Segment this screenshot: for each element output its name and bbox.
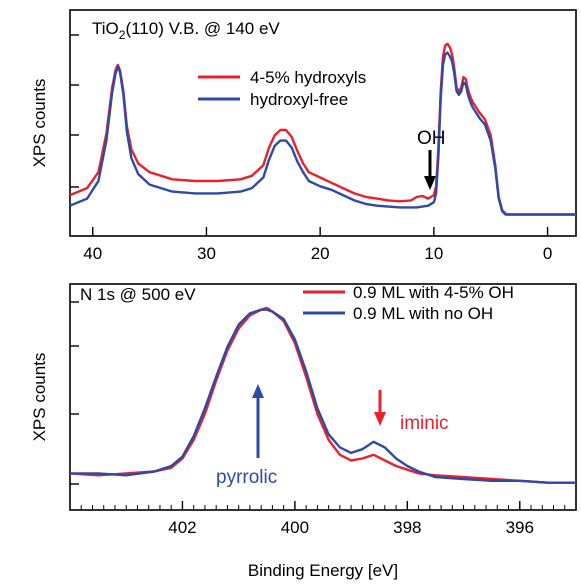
top-y-axis-label: XPS counts xyxy=(30,79,49,168)
oh-label: OH xyxy=(417,128,446,149)
bottom-series-line-2 xyxy=(70,308,576,484)
bottom-x-tick-label: 396 xyxy=(506,518,534,537)
iminic-label: iminic xyxy=(400,413,449,434)
oh-annotation: OH xyxy=(417,128,446,190)
iminic-annotation: iminic xyxy=(374,390,449,434)
iminic-arrow-head xyxy=(374,412,386,426)
top-x-tick-label: 10 xyxy=(424,244,443,263)
bottom-y-axis-label: XPS counts xyxy=(30,353,49,442)
top-panel: 40 30 20 10 0 TiO2(110) V.B. @ 140 eV 4-5% h… xyxy=(30,9,577,263)
x-axis-label: Binding Energy [eV] xyxy=(248,561,398,580)
pyrrolic-arrow-head xyxy=(252,384,264,398)
bottom-y-ticks xyxy=(70,301,79,485)
pyrrolic-label: pyrrolic xyxy=(216,467,277,488)
top-x-tick-label: 30 xyxy=(197,244,216,263)
top-x-ticks: 40 30 20 10 0 xyxy=(83,227,552,263)
bottom-title: N 1s @ 500 eV xyxy=(80,285,196,304)
bottom-x-tick-label: 398 xyxy=(393,518,421,537)
bottom-x-tick-label: 402 xyxy=(168,518,196,537)
bottom-plot-frame xyxy=(69,283,577,511)
top-plot-frame xyxy=(69,9,577,237)
top-x-tick-label: 40 xyxy=(83,244,102,263)
top-x-tick-label: 20 xyxy=(311,244,330,263)
top-series-lines xyxy=(69,42,576,216)
top-legend-label-2: hydroxyl-free xyxy=(250,90,348,109)
top-x-tick-label: 0 xyxy=(543,244,552,263)
bottom-legend-label-2: 0.9 ML with no OH xyxy=(353,304,493,323)
top-series-line-1 xyxy=(69,42,576,216)
bottom-legend: 0.9 ML with 4-5% OH 0.9 ML with no OH xyxy=(303,283,514,323)
top-legend: 4-5% hydroxyls hydroxyl-free xyxy=(198,68,366,109)
top-title: TiO2(110) V.B. @ 140 eV xyxy=(92,19,280,42)
bottom-x-ticks: 402 400 398 396 xyxy=(69,501,577,537)
bottom-series-lines xyxy=(69,306,576,484)
top-y-ticks xyxy=(70,34,79,188)
bottom-panel: 402 400 398 396 N 1s @ 500 eV 0.9 ML with 4… xyxy=(30,283,577,580)
oh-arrow-head xyxy=(424,176,436,190)
bottom-legend-label-1: 0.9 ML with 4-5% OH xyxy=(353,283,514,302)
bottom-series-line-1 xyxy=(69,306,576,484)
pyrrolic-annotation: pyrrolic xyxy=(216,384,277,488)
top-series-line-2 xyxy=(69,51,576,216)
top-legend-label-1: 4-5% hydroxyls xyxy=(250,68,366,87)
bottom-x-tick-label: 400 xyxy=(281,518,309,537)
